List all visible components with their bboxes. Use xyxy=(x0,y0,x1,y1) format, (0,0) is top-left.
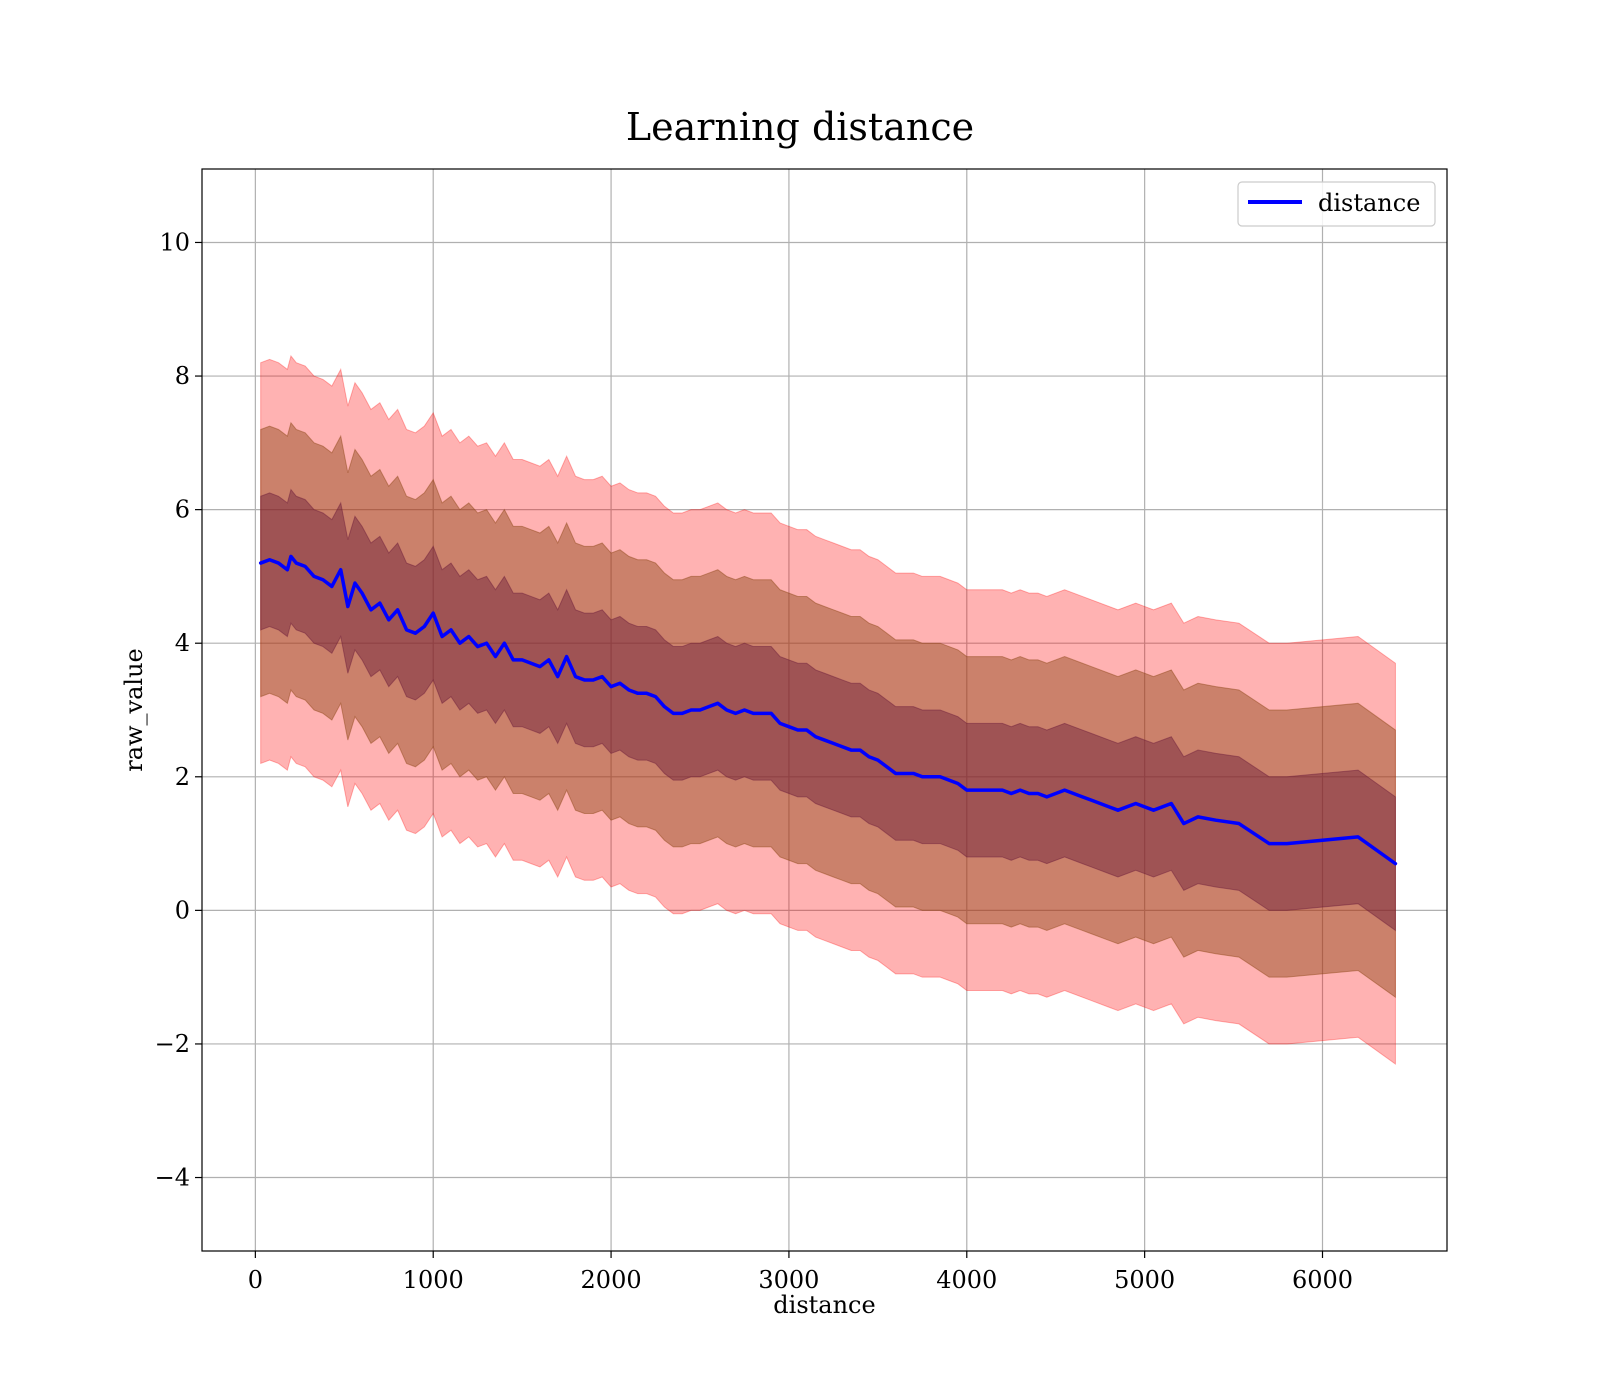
x-tick-label: 2000 xyxy=(581,1266,642,1294)
y-tick-label: 4 xyxy=(175,629,190,657)
legend-label: distance xyxy=(1318,189,1420,217)
plot-frame xyxy=(201,168,1448,1252)
x-tick-label: 6000 xyxy=(1292,1266,1353,1294)
legend: distance xyxy=(1237,181,1436,227)
band-k2 xyxy=(260,421,1396,999)
y-tick-label: −4 xyxy=(155,1164,190,1192)
band-k3 xyxy=(260,354,1396,1065)
y-axis-label: raw_value xyxy=(120,648,148,772)
y-tick-label: 10 xyxy=(159,228,190,256)
y-tick-label: −2 xyxy=(155,1030,190,1058)
x-tick-label: 3000 xyxy=(758,1266,819,1294)
series-line-distance xyxy=(258,554,1398,866)
grid-lines xyxy=(202,169,1447,1251)
x-axis-label: distance xyxy=(773,1291,875,1319)
uncertainty-bands xyxy=(260,354,1396,1065)
axis-ticks: 0 1000 2000 3000 4000 5000 6000 −4 −2 0 2 4 6 8 10 xyxy=(155,228,1353,1294)
x-tick-label: 5000 xyxy=(1114,1266,1175,1294)
y-tick-label: 2 xyxy=(175,763,190,791)
x-tick-label: 0 xyxy=(248,1266,263,1294)
x-tick-label: 1000 xyxy=(403,1266,464,1294)
chart-title: Learning distance xyxy=(626,105,974,149)
series-lines xyxy=(258,554,1398,866)
y-tick-label: 8 xyxy=(175,362,190,390)
y-tick-label: 0 xyxy=(175,896,190,924)
y-tick-label: 6 xyxy=(175,496,190,524)
legend-box xyxy=(1237,181,1436,227)
x-tick-label: 4000 xyxy=(936,1266,997,1294)
band-k1 xyxy=(260,488,1396,932)
